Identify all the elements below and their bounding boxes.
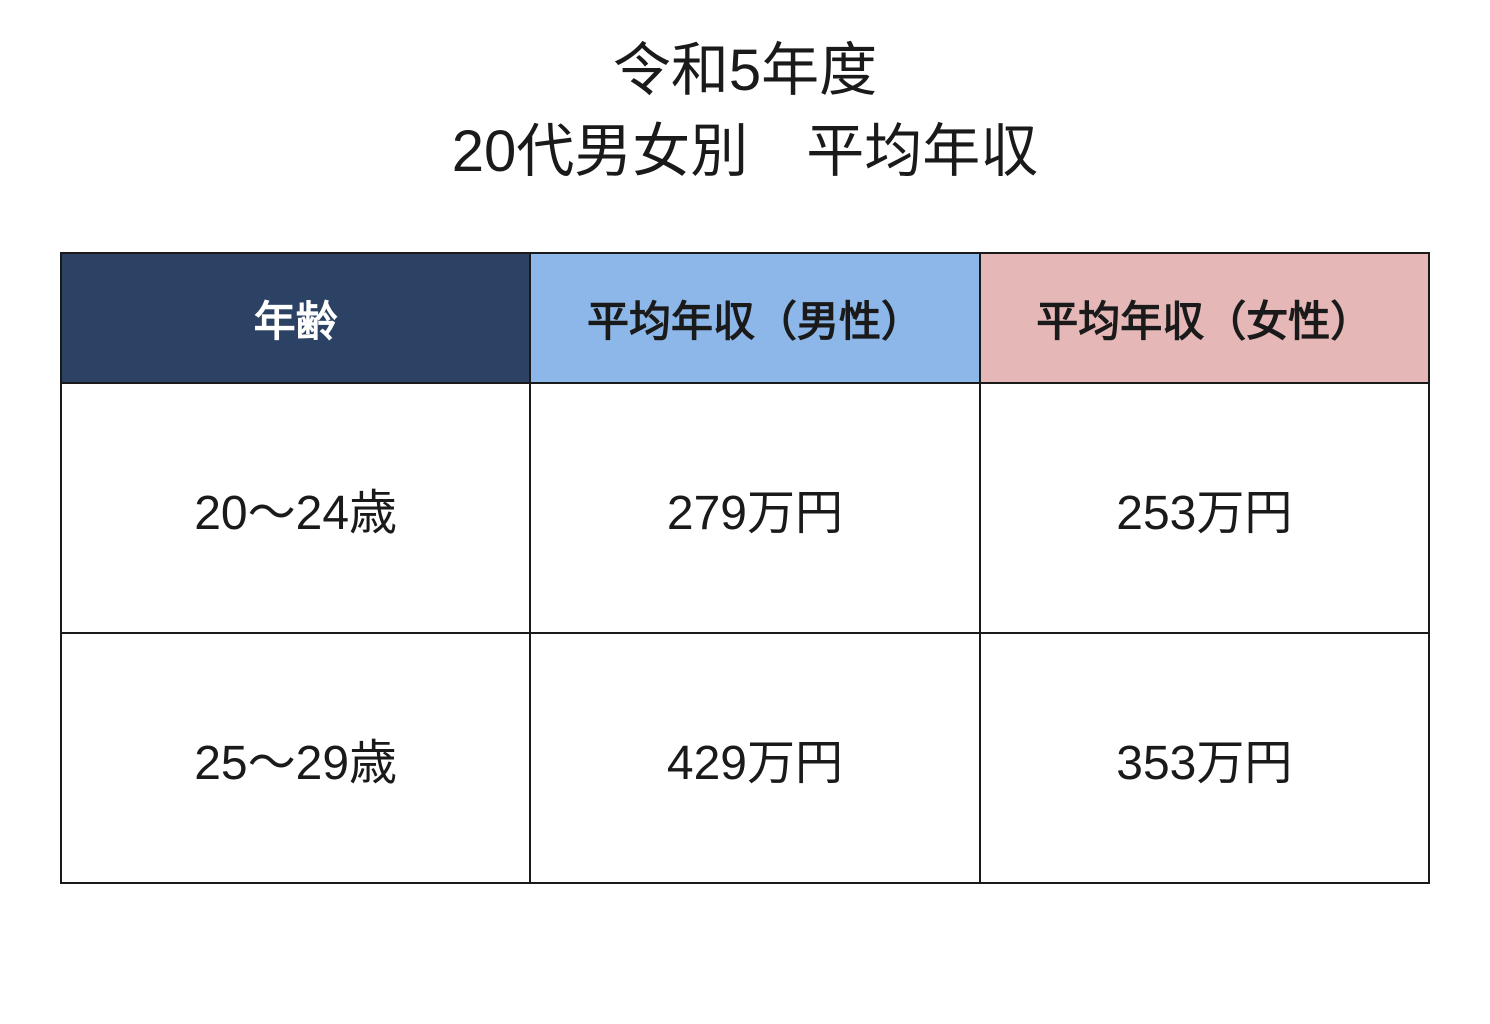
cell-female: 353万円 [980,633,1429,883]
page-title: 令和5年度 20代男女別 平均年収 [452,30,1039,192]
table-row: 25～29歳 429万円 353万円 [61,633,1429,883]
cell-male: 429万円 [530,633,979,883]
table-row: 20～24歳 279万円 253万円 [61,383,1429,633]
title-line-1: 令和5年度 [452,30,1039,111]
table-header-row: 年齢 平均年収（男性） 平均年収（女性） [61,253,1429,383]
cell-age: 25～29歳 [61,633,530,883]
header-female: 平均年収（女性） [980,253,1429,383]
cell-male: 279万円 [530,383,979,633]
cell-female: 253万円 [980,383,1429,633]
title-line-2: 20代男女別 平均年収 [452,111,1039,192]
cell-age: 20～24歳 [61,383,530,633]
income-table: 年齢 平均年収（男性） 平均年収（女性） 20～24歳 279万円 253万円 … [60,252,1430,884]
header-male: 平均年収（男性） [530,253,979,383]
header-age: 年齢 [61,253,530,383]
